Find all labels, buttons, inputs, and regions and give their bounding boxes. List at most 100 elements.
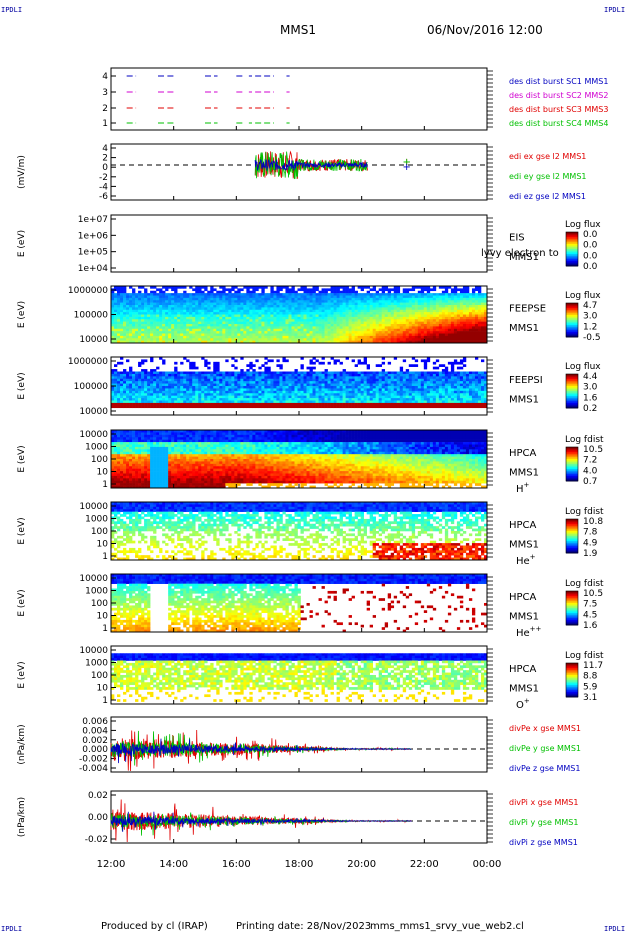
feepse-heatmap-cell — [459, 293, 464, 296]
feepsi-heatmap-cell — [441, 371, 446, 375]
feepse-heatmap-cell — [393, 300, 398, 303]
feepse-heatmap-cell — [141, 314, 145, 318]
feepse-heatmap-cell — [420, 324, 425, 327]
feepse-heatmap-cell — [114, 324, 118, 327]
feepse-colorbar-tick: -0.5 — [583, 333, 601, 343]
feepse-heatmap-cell — [333, 321, 337, 325]
feepse-heatmap-cell — [195, 290, 199, 294]
feepse-heatmap-cell — [300, 314, 304, 318]
feepse-heatmap-cell — [153, 335, 157, 339]
feepse-heatmap-cell — [441, 338, 446, 341]
feepsi-heatmap-cell — [336, 386, 340, 389]
feepse-heatmap-cell — [330, 297, 334, 301]
feepse-heatmap-cell — [450, 300, 455, 303]
feepse-heatmap-cell — [228, 297, 232, 301]
eis-colorbar-step — [566, 255, 578, 258]
feepsi-heatmap-cell — [192, 405, 196, 409]
feepsi-heatmap-cell — [321, 357, 325, 360]
feepse-heatmap-cell — [147, 307, 151, 311]
feepsi-heatmap-cell — [303, 390, 307, 394]
feepsi-heatmap-cell — [321, 395, 325, 399]
feepse-heatmap-cell — [207, 302, 211, 306]
feepse-heatmap-cell — [177, 312, 181, 315]
feepse-heatmap-cell — [255, 338, 259, 341]
feepse-heatmap-cell — [294, 305, 298, 308]
feepsi-heatmap-cell — [363, 381, 367, 384]
feepsi-heatmap-cell — [315, 390, 319, 394]
feepse-heatmap-cell — [162, 328, 166, 332]
feepse-heatmap-cell — [129, 309, 133, 313]
feepse-heatmap-cell — [309, 293, 313, 296]
feepsi-heatmap-cell — [207, 381, 211, 384]
feepsi-heatmap-cell — [351, 395, 355, 399]
feepse-heatmap-cell — [300, 288, 304, 292]
feepsi-heatmap-cell — [201, 395, 205, 399]
feepsi-heatmap-cell — [264, 357, 268, 360]
eis-colorbar-step — [566, 252, 578, 255]
feepse-heatmap-cell — [171, 286, 175, 289]
feepse-heatmap-cell — [129, 338, 133, 341]
feepse-heatmap-cell — [462, 314, 467, 318]
feepsi-heatmap-cell — [210, 386, 214, 389]
feepse-heatmap-cell — [405, 316, 410, 320]
feepse-heatmap-cell — [150, 314, 154, 318]
feepse-heatmap-cell — [330, 340, 334, 344]
feepse-heatmap-cell — [225, 328, 229, 332]
feepsi-heatmap-cell — [438, 398, 443, 401]
feepsi-heatmap-cell — [312, 378, 316, 382]
feepse-heatmap-cell — [318, 324, 322, 327]
feepse-heatmap-cell — [432, 328, 437, 332]
feepse-heatmap-cell — [198, 307, 202, 311]
feepse-heatmap-cell — [264, 305, 268, 308]
feepse-heatmap-cell — [375, 295, 380, 299]
feepsi-heatmap-cell — [237, 388, 241, 392]
feepsi-heatmap-cell — [291, 376, 295, 380]
feepse-heatmap-cell — [315, 328, 319, 332]
feepse-heatmap-cell — [474, 302, 479, 306]
feepsi-heatmap-cell — [456, 361, 461, 365]
feepsi-heatmap-cell — [354, 376, 358, 380]
feepse-heatmap-cell — [153, 340, 157, 344]
feepse-heatmap-cell — [372, 340, 377, 344]
feepsi-heatmap-cell — [312, 357, 316, 360]
feepsi-heatmap-cell — [252, 388, 256, 392]
feepsi-heatmap-cell — [414, 393, 419, 396]
feepsi-heatmap-cell — [345, 390, 349, 394]
feepsi-heatmap-cell — [294, 381, 298, 384]
feepsi-heatmap-cell — [369, 386, 373, 389]
feepse-heatmap-cell — [255, 300, 259, 303]
feepse-heatmap-cell — [321, 333, 325, 337]
feepsi-heatmap-cell — [288, 386, 292, 389]
feepse-heatmap-cell — [252, 288, 256, 292]
feepse-heatmap-cell — [174, 326, 178, 330]
corner-label-bottom-right: IPDLI — [604, 925, 626, 933]
feepsi-heatmap-cell — [267, 390, 271, 394]
feepse-heatmap-cell — [270, 312, 274, 315]
feepsi-heatmap-cell — [435, 388, 440, 392]
feepsi-heatmap-cell — [450, 383, 455, 387]
feepsi-heatmap-cell — [417, 381, 422, 384]
feepse-heatmap-cell — [339, 316, 343, 320]
feepse-heatmap-cell — [471, 314, 476, 318]
feepse-heatmap-cell — [360, 335, 364, 339]
feepsi-heatmap-cell — [147, 376, 151, 380]
feepse-colorbar-step — [566, 314, 578, 318]
feepsi-heatmap-cell — [456, 386, 461, 389]
feepse-heatmap-cell — [426, 326, 431, 330]
edi-legend-entry: edi ex gse l2 MMS1 — [509, 152, 586, 161]
feepse-heatmap-cell — [363, 331, 367, 334]
feepsi-heatmap-cell — [321, 381, 325, 384]
feepse-heatmap-cell — [276, 321, 280, 325]
feepsi-heatmap-cell — [114, 373, 118, 377]
feepse-heatmap-cell — [270, 321, 274, 325]
feepse-heatmap-cell — [405, 307, 410, 311]
feepse-heatmap-cell — [249, 290, 253, 294]
feepse-heatmap-cell — [144, 307, 148, 311]
feepsi-heatmap-cell — [453, 386, 458, 389]
feepse-heatmap-cell — [420, 319, 425, 322]
feepse-heatmap-cell — [387, 333, 392, 337]
feepsi-heatmap-cell — [378, 371, 383, 375]
feepse-heatmap-cell — [228, 293, 232, 296]
feepsi-heatmap-cell — [357, 390, 361, 394]
feepsi-heatmap-cell — [333, 393, 337, 396]
